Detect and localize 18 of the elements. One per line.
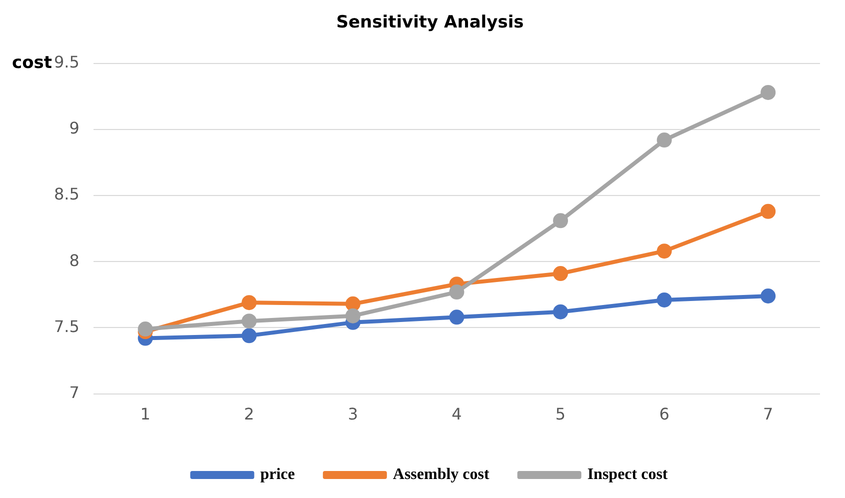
x-tick-label: 7: [763, 404, 774, 424]
x-tick-label: 6: [659, 404, 670, 424]
x-tick-label: 3: [348, 404, 358, 424]
legend-label: Inspect cost: [587, 466, 668, 484]
x-tick-label: 5: [555, 404, 566, 424]
x-tick-label: 1: [140, 404, 150, 424]
y-tick-label: 8.5: [54, 184, 80, 204]
y-tick-label: 9.5: [54, 52, 80, 72]
y-tick-label: 9: [69, 118, 80, 138]
x-tick-label: 2: [244, 404, 254, 424]
x-tick-label: 4: [452, 404, 462, 424]
y-tick-label: 7.5: [54, 316, 80, 336]
y-tick-label: 8: [69, 250, 80, 270]
legend-label: Assembly cost: [392, 466, 490, 484]
y-tick-label: 7: [69, 382, 80, 402]
legend-label: price: [260, 466, 295, 484]
y-axis-title: cost: [12, 52, 52, 73]
chart-title: Sensitivity Analysis: [336, 12, 524, 33]
